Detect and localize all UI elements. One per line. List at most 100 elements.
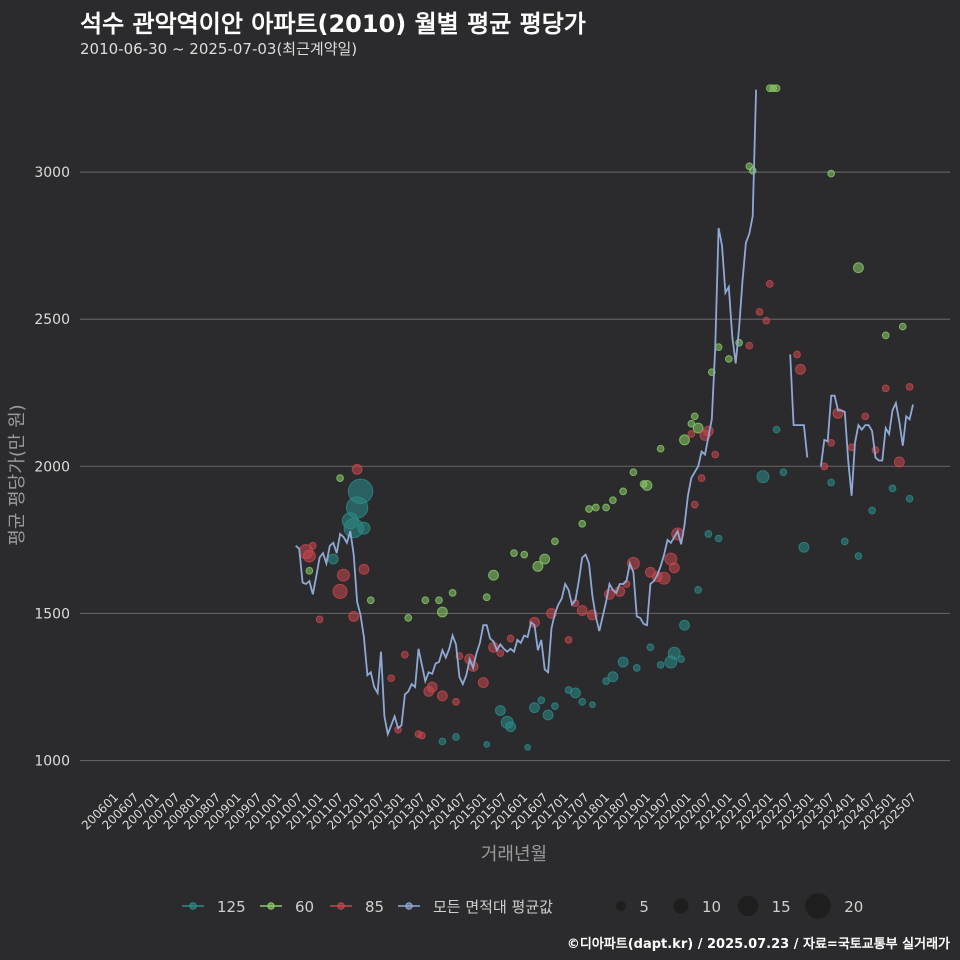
point-85 (351, 463, 363, 475)
point-125 (347, 478, 374, 505)
y-tick-label: 2500 (34, 312, 70, 328)
average-line (295, 89, 914, 738)
point-60 (366, 596, 375, 605)
point-60 (881, 331, 890, 340)
point-125 (905, 494, 914, 503)
point-85 (755, 308, 764, 316)
point-125 (798, 541, 810, 553)
point-125 (494, 705, 506, 716)
legend-key-dot (337, 902, 345, 910)
point-85 (332, 583, 348, 599)
legend-key-dot (189, 902, 197, 910)
point-85 (881, 384, 890, 393)
point-60 (853, 262, 864, 274)
chart-title: 석수 관악역이안 아파트(2010) 월별 평균 평당가 (80, 10, 586, 38)
point-125 (589, 701, 596, 709)
y-tick-label: 1000 (34, 754, 70, 770)
point-85 (418, 731, 426, 740)
y-tick-label: 3000 (34, 165, 70, 181)
point-85 (308, 541, 317, 550)
point-125 (656, 661, 665, 669)
point-85 (690, 500, 699, 509)
point-125 (827, 478, 836, 487)
point-125 (483, 741, 491, 748)
point-125 (524, 743, 531, 751)
point-60 (510, 549, 518, 557)
point-85 (820, 462, 829, 471)
point-125 (779, 468, 788, 477)
point-125 (704, 530, 713, 538)
point-85 (452, 697, 460, 706)
point-60 (687, 419, 696, 428)
legend-key-dot (405, 902, 413, 910)
point-85 (795, 363, 806, 375)
point-125 (772, 425, 781, 434)
point-85 (348, 610, 360, 622)
point-60 (448, 589, 457, 597)
legend-size-circle (673, 898, 689, 914)
x-axis-label: 거래년월 (481, 844, 547, 865)
legend: 125 60 85 모든 면적대 평균값 5 10 15 20 (182, 893, 863, 919)
point-60 (690, 412, 699, 421)
y-tick-label: 2000 (34, 459, 70, 475)
point-60 (435, 596, 443, 605)
point-125 (578, 697, 587, 706)
point-125 (679, 619, 690, 631)
point-125 (756, 470, 770, 484)
point-60 (436, 606, 448, 618)
point-85 (893, 456, 905, 468)
point-60 (629, 468, 638, 477)
point-85 (657, 571, 671, 585)
average-line-segment (820, 394, 914, 496)
point-85 (905, 383, 914, 391)
point-85 (436, 690, 448, 702)
point-85 (315, 615, 324, 624)
point-60 (551, 537, 559, 546)
point-125 (646, 643, 655, 652)
point-85 (687, 430, 696, 438)
point-125 (452, 733, 460, 741)
legend-size-circle (805, 893, 831, 919)
point-125 (327, 553, 339, 565)
point-125 (632, 664, 641, 672)
average-line-segment (295, 89, 757, 738)
point-60 (520, 550, 529, 559)
point-85 (745, 341, 754, 350)
legend-size-circle (616, 901, 626, 911)
point-125 (868, 506, 876, 515)
point-60 (578, 519, 587, 528)
point-60 (641, 480, 653, 491)
point-60 (748, 166, 757, 175)
point-85 (576, 605, 588, 616)
point-60 (656, 444, 665, 453)
legend-size-label: 20 (844, 898, 863, 916)
point-60 (898, 322, 907, 331)
source-caption: ©디아파트(dapt.kr) / 2025.07.23 / 자료=국토교통부 실… (566, 937, 950, 952)
point-85 (496, 649, 505, 658)
point-85 (711, 450, 720, 459)
point-60 (482, 593, 491, 602)
point-85 (387, 674, 396, 683)
point-60 (679, 434, 690, 446)
point-60 (539, 553, 551, 565)
point-85 (337, 568, 350, 582)
point-85 (765, 280, 774, 288)
point-60 (619, 487, 627, 496)
point-85 (762, 316, 771, 325)
y-axis-label: 평균 평당가(만 원) (7, 404, 28, 545)
y-tick-label: 1500 (34, 606, 70, 622)
x-tick-labels: 2006012006072007012007072008012008072009… (79, 790, 919, 832)
point-125 (529, 702, 540, 714)
point-125 (607, 671, 619, 683)
grid-lines (80, 171, 950, 762)
point-60 (585, 505, 593, 513)
point-85 (827, 438, 836, 447)
chart-subtitle: 2010-06-30 ~ 2025-07-03(최근계약일) (80, 40, 358, 58)
legend-label: 60 (295, 898, 314, 916)
average-line-segment (789, 354, 809, 458)
point-60 (305, 566, 314, 575)
legend-size-circle (737, 895, 759, 917)
point-85 (302, 549, 316, 563)
point-85 (358, 563, 370, 575)
